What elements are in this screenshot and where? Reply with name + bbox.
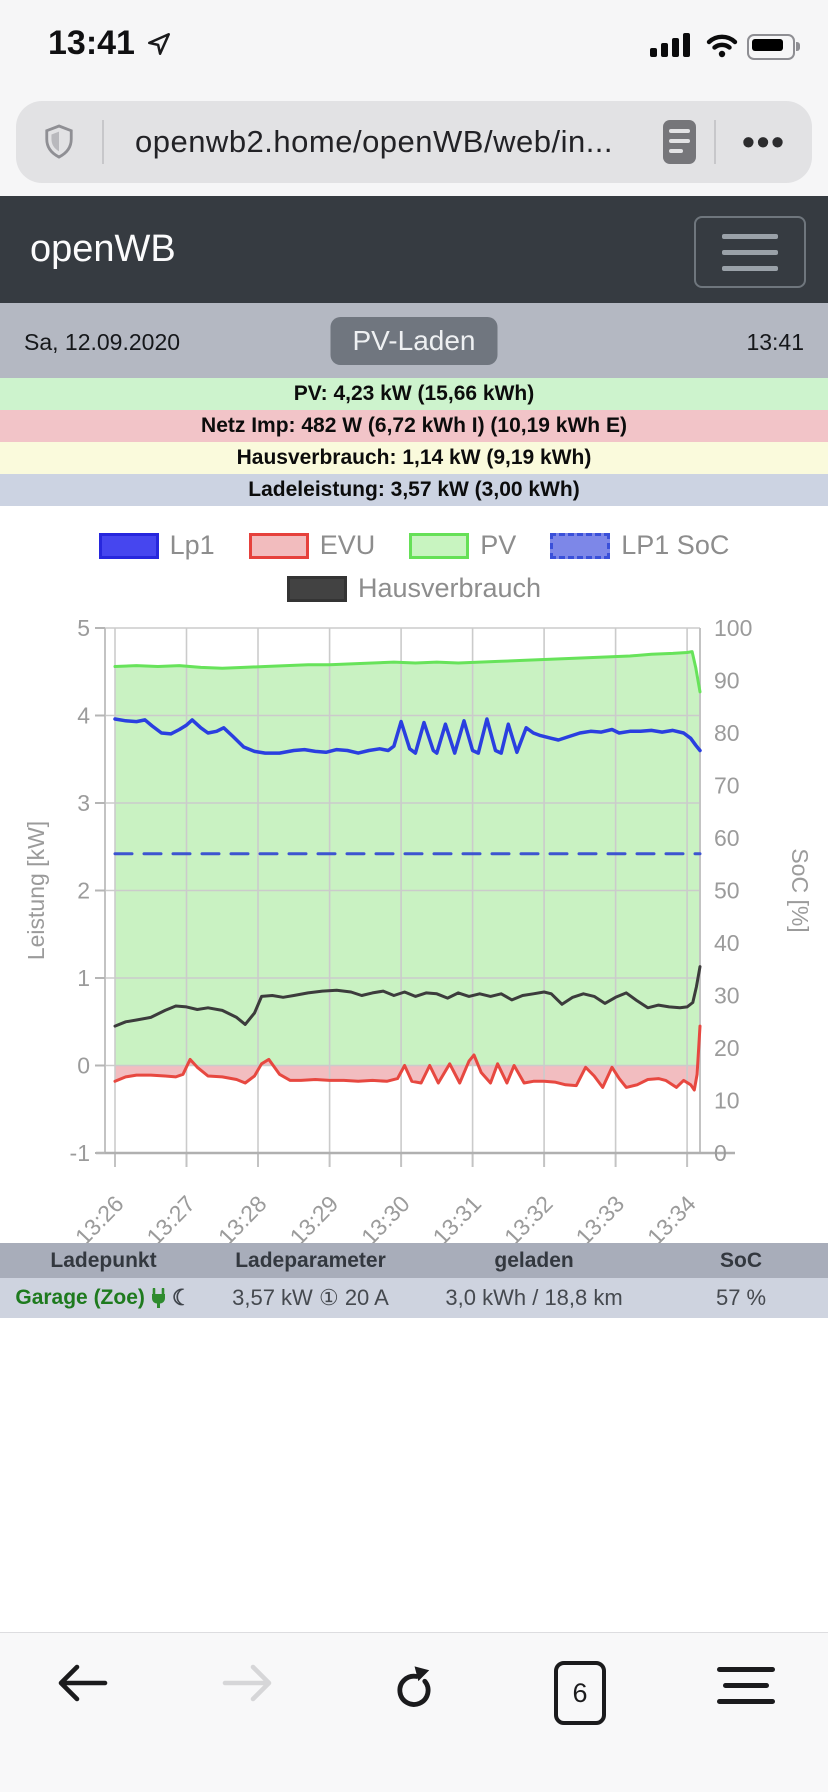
- svg-text:60: 60: [714, 825, 740, 851]
- col-ladepunkt: Ladepunkt: [50, 1248, 157, 1272]
- date-label: Sa, 12.09.2020: [24, 329, 181, 355]
- legend-item-pv[interactable]: PV: [409, 530, 516, 561]
- status-row-0: PV: 4,23 kW (15,66 kWh): [0, 378, 828, 410]
- table-header-row: Ladepunkt Ladeparameter geladen SoC: [0, 1243, 828, 1278]
- col-soc: SoC: [720, 1248, 763, 1272]
- svg-text:13:34: 13:34: [642, 1190, 701, 1250]
- address-bar[interactable]: openwb2.home/openWB/web/in... •••: [16, 101, 812, 183]
- hamburger-menu-button[interactable]: [694, 216, 806, 288]
- svg-text:1: 1: [77, 965, 90, 991]
- chargepoint-name-cell: Garage (Zoe) ☾: [0, 1286, 207, 1310]
- svg-text:3: 3: [77, 790, 90, 816]
- geladen-cell: 3,0 kWh / 18,8 km: [445, 1285, 623, 1310]
- cellular-signal-icon: [650, 33, 690, 57]
- legend-label: Lp1: [169, 530, 215, 560]
- svg-text:100: 100: [714, 618, 752, 641]
- charge-mode-button[interactable]: PV-Laden: [330, 317, 498, 365]
- legend-label: EVU: [319, 530, 376, 560]
- reload-button[interactable]: [390, 1661, 438, 1711]
- svg-text:13:27: 13:27: [141, 1190, 200, 1249]
- status-row-2: Hausverbrauch: 1,14 kW (9,19 kWh): [0, 442, 828, 474]
- info-bar: Sa, 12.09.2020 PV-Laden 13:41: [0, 303, 828, 378]
- col-geladen: geladen: [494, 1248, 574, 1272]
- svg-text:2: 2: [77, 878, 90, 904]
- legend-item-hausverbrauch[interactable]: Hausverbrauch: [286, 573, 542, 604]
- svg-text:90: 90: [714, 668, 740, 694]
- svg-text:13:33: 13:33: [571, 1190, 630, 1249]
- svg-text:70: 70: [714, 773, 740, 799]
- svg-text:0: 0: [77, 1053, 90, 1079]
- status-row-3: Ladeleistung: 3,57 kW (3,00 kWh): [0, 474, 828, 506]
- legend-item-lp1-soc[interactable]: LP1 SoC: [550, 530, 729, 561]
- soc-cell: 57 %: [715, 1285, 767, 1310]
- svg-text:20: 20: [714, 1035, 740, 1061]
- url-text[interactable]: openwb2.home/openWB/web/in...: [134, 124, 614, 159]
- back-button[interactable]: [53, 1661, 111, 1705]
- pill-divider: [102, 120, 104, 164]
- legend-item-evu[interactable]: EVU: [248, 530, 376, 561]
- legend-swatch: [286, 575, 347, 602]
- svg-text:4: 4: [77, 703, 90, 729]
- svg-text:40: 40: [714, 930, 740, 956]
- browser-chrome: 13:41 openwb2.home/openW: [0, 0, 828, 196]
- status-row-1: Netz Imp: 482 W (6,72 kWh I) (10,19 kWh …: [0, 410, 828, 442]
- tab-count: 6: [572, 1677, 588, 1708]
- statusbar-clock: 13:41: [48, 24, 135, 62]
- svg-text:13:28: 13:28: [213, 1190, 272, 1249]
- page-options-icon[interactable]: •••: [742, 121, 786, 162]
- battery-icon: [747, 34, 800, 60]
- svg-text:Leistung [kW]: Leistung [kW]: [23, 821, 49, 960]
- location-services-icon: [148, 33, 170, 55]
- svg-text:30: 30: [714, 983, 740, 1009]
- svg-text:13:29: 13:29: [285, 1190, 344, 1249]
- svg-text:50: 50: [714, 878, 740, 904]
- forward-button[interactable]: [219, 1661, 277, 1705]
- legend-swatch: [409, 532, 470, 559]
- svg-text:5: 5: [77, 618, 90, 641]
- pill-divider: [714, 120, 716, 164]
- chargepoint-table: Ladepunkt Ladeparameter geladen SoC Gara…: [0, 1243, 828, 1318]
- svg-text:13:26: 13:26: [70, 1190, 129, 1249]
- chart-legend: Lp1 EVU PV LP1 SoC Hausverbrauch: [0, 530, 828, 616]
- legend-item-lp1[interactable]: Lp1: [98, 530, 215, 561]
- svg-text:13:31: 13:31: [428, 1190, 487, 1249]
- svg-text:13:30: 13:30: [356, 1190, 415, 1249]
- app-title: openWB: [30, 228, 176, 270]
- time-label: 13:41: [746, 329, 804, 355]
- svg-text:SoC [%]: SoC [%]: [787, 848, 813, 932]
- svg-text:13:32: 13:32: [499, 1190, 558, 1249]
- charge-current: 20 A: [344, 1285, 389, 1310]
- toolbar-menu-button[interactable]: [717, 1661, 775, 1704]
- col-ladeparameter: Ladeparameter: [235, 1248, 386, 1272]
- legend-label: PV: [480, 530, 517, 560]
- reader-view-icon[interactable]: [644, 120, 714, 164]
- night-charging-moon-icon: ☾: [171, 1285, 192, 1310]
- svg-text:10: 10: [714, 1088, 740, 1114]
- legend-label: Hausverbrauch: [357, 573, 542, 603]
- chargepoint-name: Garage (Zoe): [15, 1286, 145, 1309]
- app-navbar: openWB: [0, 196, 828, 303]
- table-row[interactable]: Garage (Zoe) ☾ 3,57 kW ① 20 A 3,0 kWh / …: [0, 1278, 828, 1318]
- legend-swatch: [98, 532, 159, 559]
- svg-text:80: 80: [714, 720, 740, 746]
- svg-text:-1: -1: [70, 1140, 90, 1166]
- svg-text:0: 0: [714, 1140, 727, 1166]
- charge-power: 3,57 kW: [232, 1285, 313, 1310]
- legend-swatch: [248, 532, 309, 559]
- legend-swatch: [550, 532, 611, 559]
- browser-toolbar: 6: [0, 1632, 828, 1792]
- tracking-shield-icon[interactable]: [16, 123, 102, 161]
- wifi-icon: [706, 34, 738, 58]
- tabs-button[interactable]: 6: [554, 1661, 606, 1725]
- phase-count-icon: ①: [318, 1285, 339, 1310]
- plug-icon: [151, 1287, 165, 1308]
- legend-label: LP1 SoC: [621, 530, 730, 560]
- ladeparameter-cell: 3,57 kW ① 20 A: [207, 1285, 414, 1311]
